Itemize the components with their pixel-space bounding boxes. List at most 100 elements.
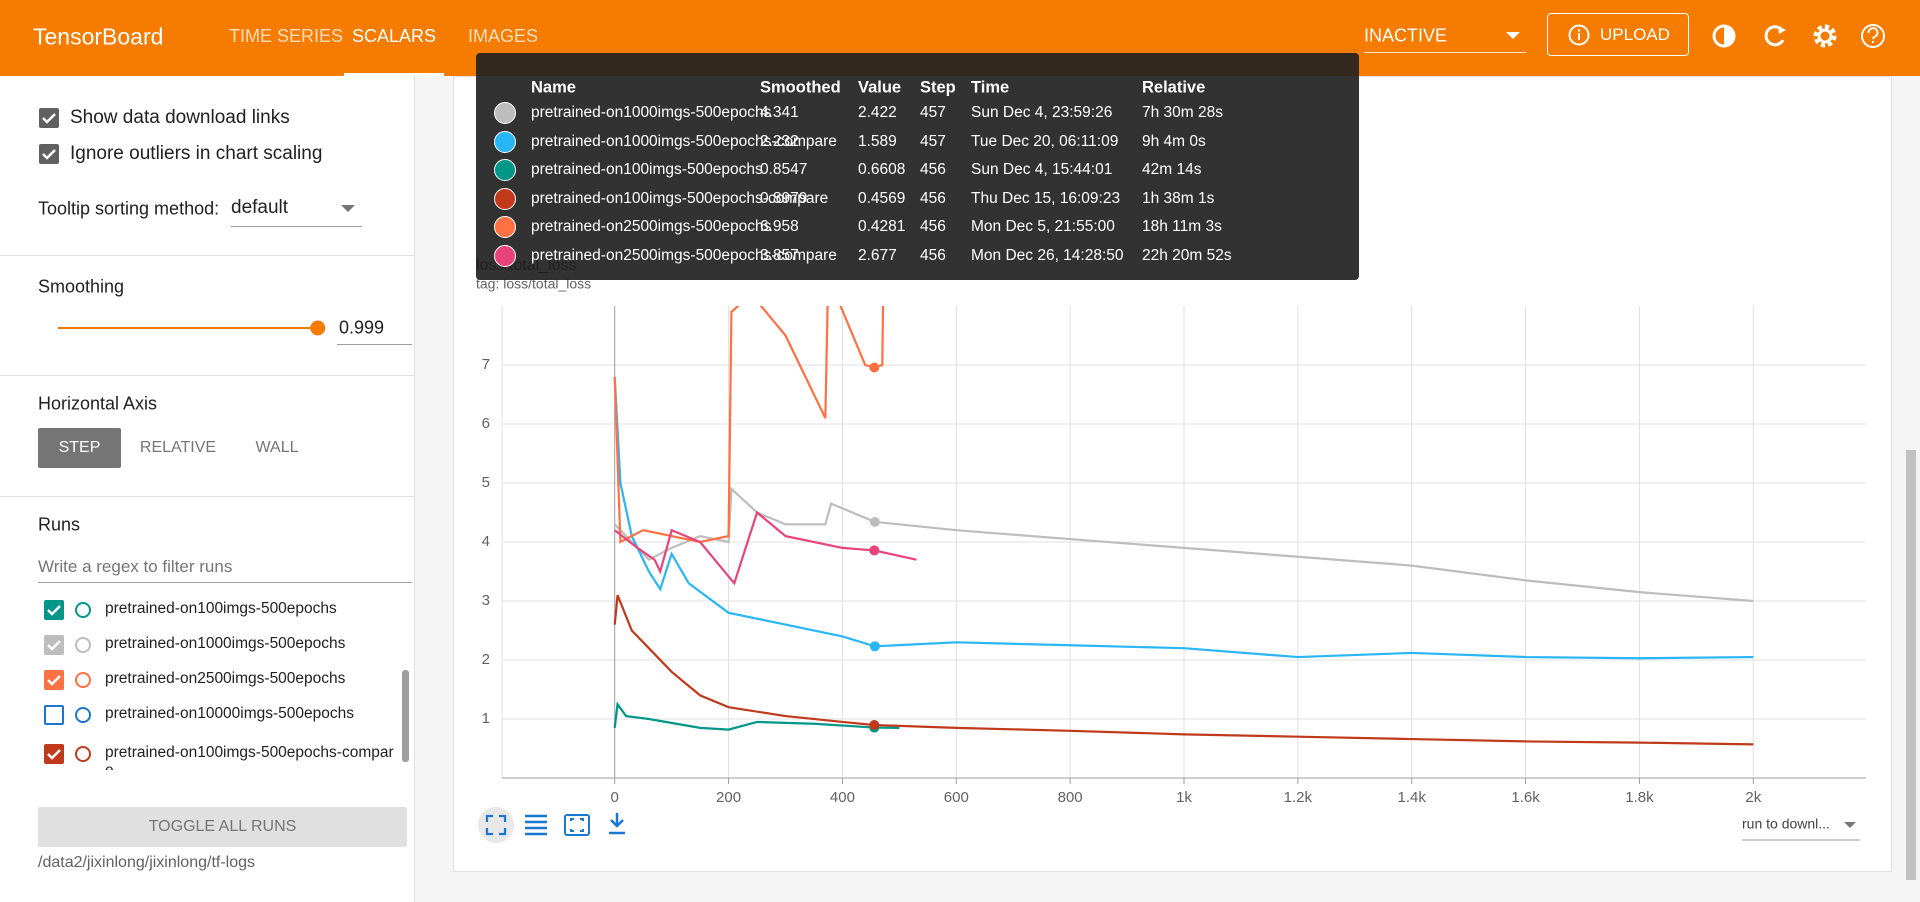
help-icon[interactable] xyxy=(1861,24,1885,48)
theme-icon[interactable] xyxy=(1712,24,1736,48)
run-checkbox[interactable] xyxy=(44,670,64,690)
run-color[interactable] xyxy=(75,602,91,618)
run-name: pretrained-on1000imgs-500epochs xyxy=(105,635,346,652)
slider-thumb[interactable] xyxy=(310,320,326,336)
fit-icon[interactable] xyxy=(564,814,590,836)
run-checkbox[interactable] xyxy=(44,705,64,725)
x-tick-label: 600 xyxy=(944,789,969,806)
dropdown-arrow xyxy=(1506,32,1520,39)
series-line xyxy=(614,510,917,586)
tab-active[interactable]: SCALARS xyxy=(344,0,445,76)
run-color[interactable] xyxy=(75,637,91,653)
x-tick-label: 200 xyxy=(716,789,741,806)
run-name: pretrained-on2500imgs-500epochs xyxy=(105,670,346,687)
tooltip-swatch xyxy=(494,159,516,181)
checkbox-label: Ignore outliers in chart scaling xyxy=(70,143,323,164)
x-tick-label: 1.6k xyxy=(1511,789,1540,806)
sort-value: default xyxy=(231,197,289,218)
axis-button-active[interactable]: STEP xyxy=(38,428,121,468)
dropdown-arrow xyxy=(341,205,355,212)
y-tick-label: 2 xyxy=(482,651,490,668)
download-select[interactable]: run to downl... xyxy=(1742,816,1860,841)
hover-dot xyxy=(869,720,880,731)
tooltip-cell: 457 xyxy=(920,132,946,150)
smoothing-label: Smoothing xyxy=(38,276,125,297)
tooltip-cell: 1h 38m 1s xyxy=(1142,189,1215,207)
run-name: pretrained-on100imgs-500epochs-compare xyxy=(105,744,394,770)
hover-dot xyxy=(869,516,880,527)
y-tick-label: 6 xyxy=(482,415,490,432)
run-checkbox[interactable] xyxy=(44,600,64,620)
tooltip-cell: Sun Dec 4, 23:59:26 xyxy=(971,104,1113,121)
tooltip-cell: Tue Dec 20, 06:11:09 xyxy=(971,132,1119,150)
tooltip-cell: 0.8547 xyxy=(760,161,808,178)
tooltip-cell: 42m 14s xyxy=(1142,161,1202,178)
hover-dot xyxy=(869,362,880,373)
settings-icon[interactable] xyxy=(1813,24,1837,48)
run-checkbox[interactable] xyxy=(44,744,64,764)
y-tick-label: 4 xyxy=(482,533,490,550)
checkbox[interactable] xyxy=(39,144,59,164)
tooltip-swatch xyxy=(494,244,516,267)
hover-dot xyxy=(869,641,880,652)
reload-icon[interactable] xyxy=(1764,25,1786,47)
x-tick-label: 1.4k xyxy=(1398,789,1427,806)
log-scale-icon[interactable] xyxy=(525,814,547,836)
smoothing-input[interactable]: 0.999 xyxy=(337,312,412,345)
axis-option: STEP xyxy=(58,439,101,456)
tooltip-cell: Mon Dec 26, 14:28:50 xyxy=(971,246,1124,264)
run-name: pretrained-on10000imgs-500epochs xyxy=(105,705,355,722)
toggle-text: TOGGLE ALL RUNS xyxy=(148,818,297,835)
tooltip-cell: 0.6608 xyxy=(858,161,906,178)
status-select[interactable]: INACTIVE xyxy=(1364,20,1526,53)
page-scrollbar xyxy=(1906,80,1916,890)
axis-option[interactable]: WALL xyxy=(255,439,299,456)
y-tick-label: 1 xyxy=(482,710,490,727)
tooltip-cell: 2.232 xyxy=(760,132,799,150)
sidebar: Show data download links Ignore outliers… xyxy=(0,76,415,902)
tooltip-cell: pretrained-on1000imgs-500epochs-compare xyxy=(531,132,837,150)
scrollbar[interactable] xyxy=(402,670,409,762)
runs-list: pretrained-on100imgs-500epochs pretrained… xyxy=(0,590,405,770)
x-tick-label: 2k xyxy=(1745,789,1761,806)
run-color[interactable] xyxy=(75,672,91,688)
smoothing-slider[interactable] xyxy=(50,316,330,340)
y-tick-label: 5 xyxy=(482,474,490,491)
scroll-thumb[interactable] xyxy=(1906,450,1916,880)
series-line xyxy=(613,486,1754,603)
axis-option[interactable]: RELATIVE xyxy=(139,439,217,456)
tooltip-cell: 3.857 xyxy=(760,246,799,264)
tooltip-swatch xyxy=(494,102,516,124)
run-checkbox[interactable] xyxy=(44,635,64,655)
tab[interactable]: IMAGES xyxy=(468,26,539,46)
series-line xyxy=(613,594,1754,746)
series-line xyxy=(613,701,900,731)
tooltip-cell: 456 xyxy=(920,189,946,207)
tab[interactable]: TIME SERIES xyxy=(229,26,344,46)
fullscreen-icon[interactable] xyxy=(485,814,507,836)
tool-bg xyxy=(478,807,514,843)
run-color[interactable] xyxy=(75,707,91,723)
hover-dot xyxy=(869,545,880,556)
runs-filter[interactable]: Write a regex to filter runs xyxy=(38,550,412,583)
tooltip-cell: 22h 20m 52s xyxy=(1142,246,1232,264)
axis-label: Horizontal Axis xyxy=(38,393,158,414)
chart-tools xyxy=(478,807,625,843)
x-tick-label: 1.8k xyxy=(1625,789,1654,806)
checkbox-label: Show data download links xyxy=(70,107,290,128)
checkbox[interactable] xyxy=(39,108,59,128)
tooltip-cell: 6.958 xyxy=(760,218,799,235)
tooltip-cell: 18h 11m 3s xyxy=(1142,218,1222,235)
toggle-runs-button[interactable]: TOGGLE ALL RUNS xyxy=(38,807,407,847)
upload-button[interactable]: UPLOAD xyxy=(1547,13,1689,56)
tooltip-cell: Sun Dec 4, 15:44:01 xyxy=(971,161,1113,178)
tooltip-cell: 7h 30m 28s xyxy=(1142,104,1223,121)
tooltip-cell: pretrained-on1000imgs-500epochs xyxy=(531,104,772,121)
run-color[interactable] xyxy=(75,746,91,762)
tooltip-header: Smoothed xyxy=(760,78,841,97)
sort-select[interactable]: default xyxy=(231,192,362,227)
download-icon[interactable] xyxy=(609,813,625,835)
tooltip-cell: 0.4281 xyxy=(858,218,906,235)
tooltip-cell: 0.4569 xyxy=(858,189,906,207)
